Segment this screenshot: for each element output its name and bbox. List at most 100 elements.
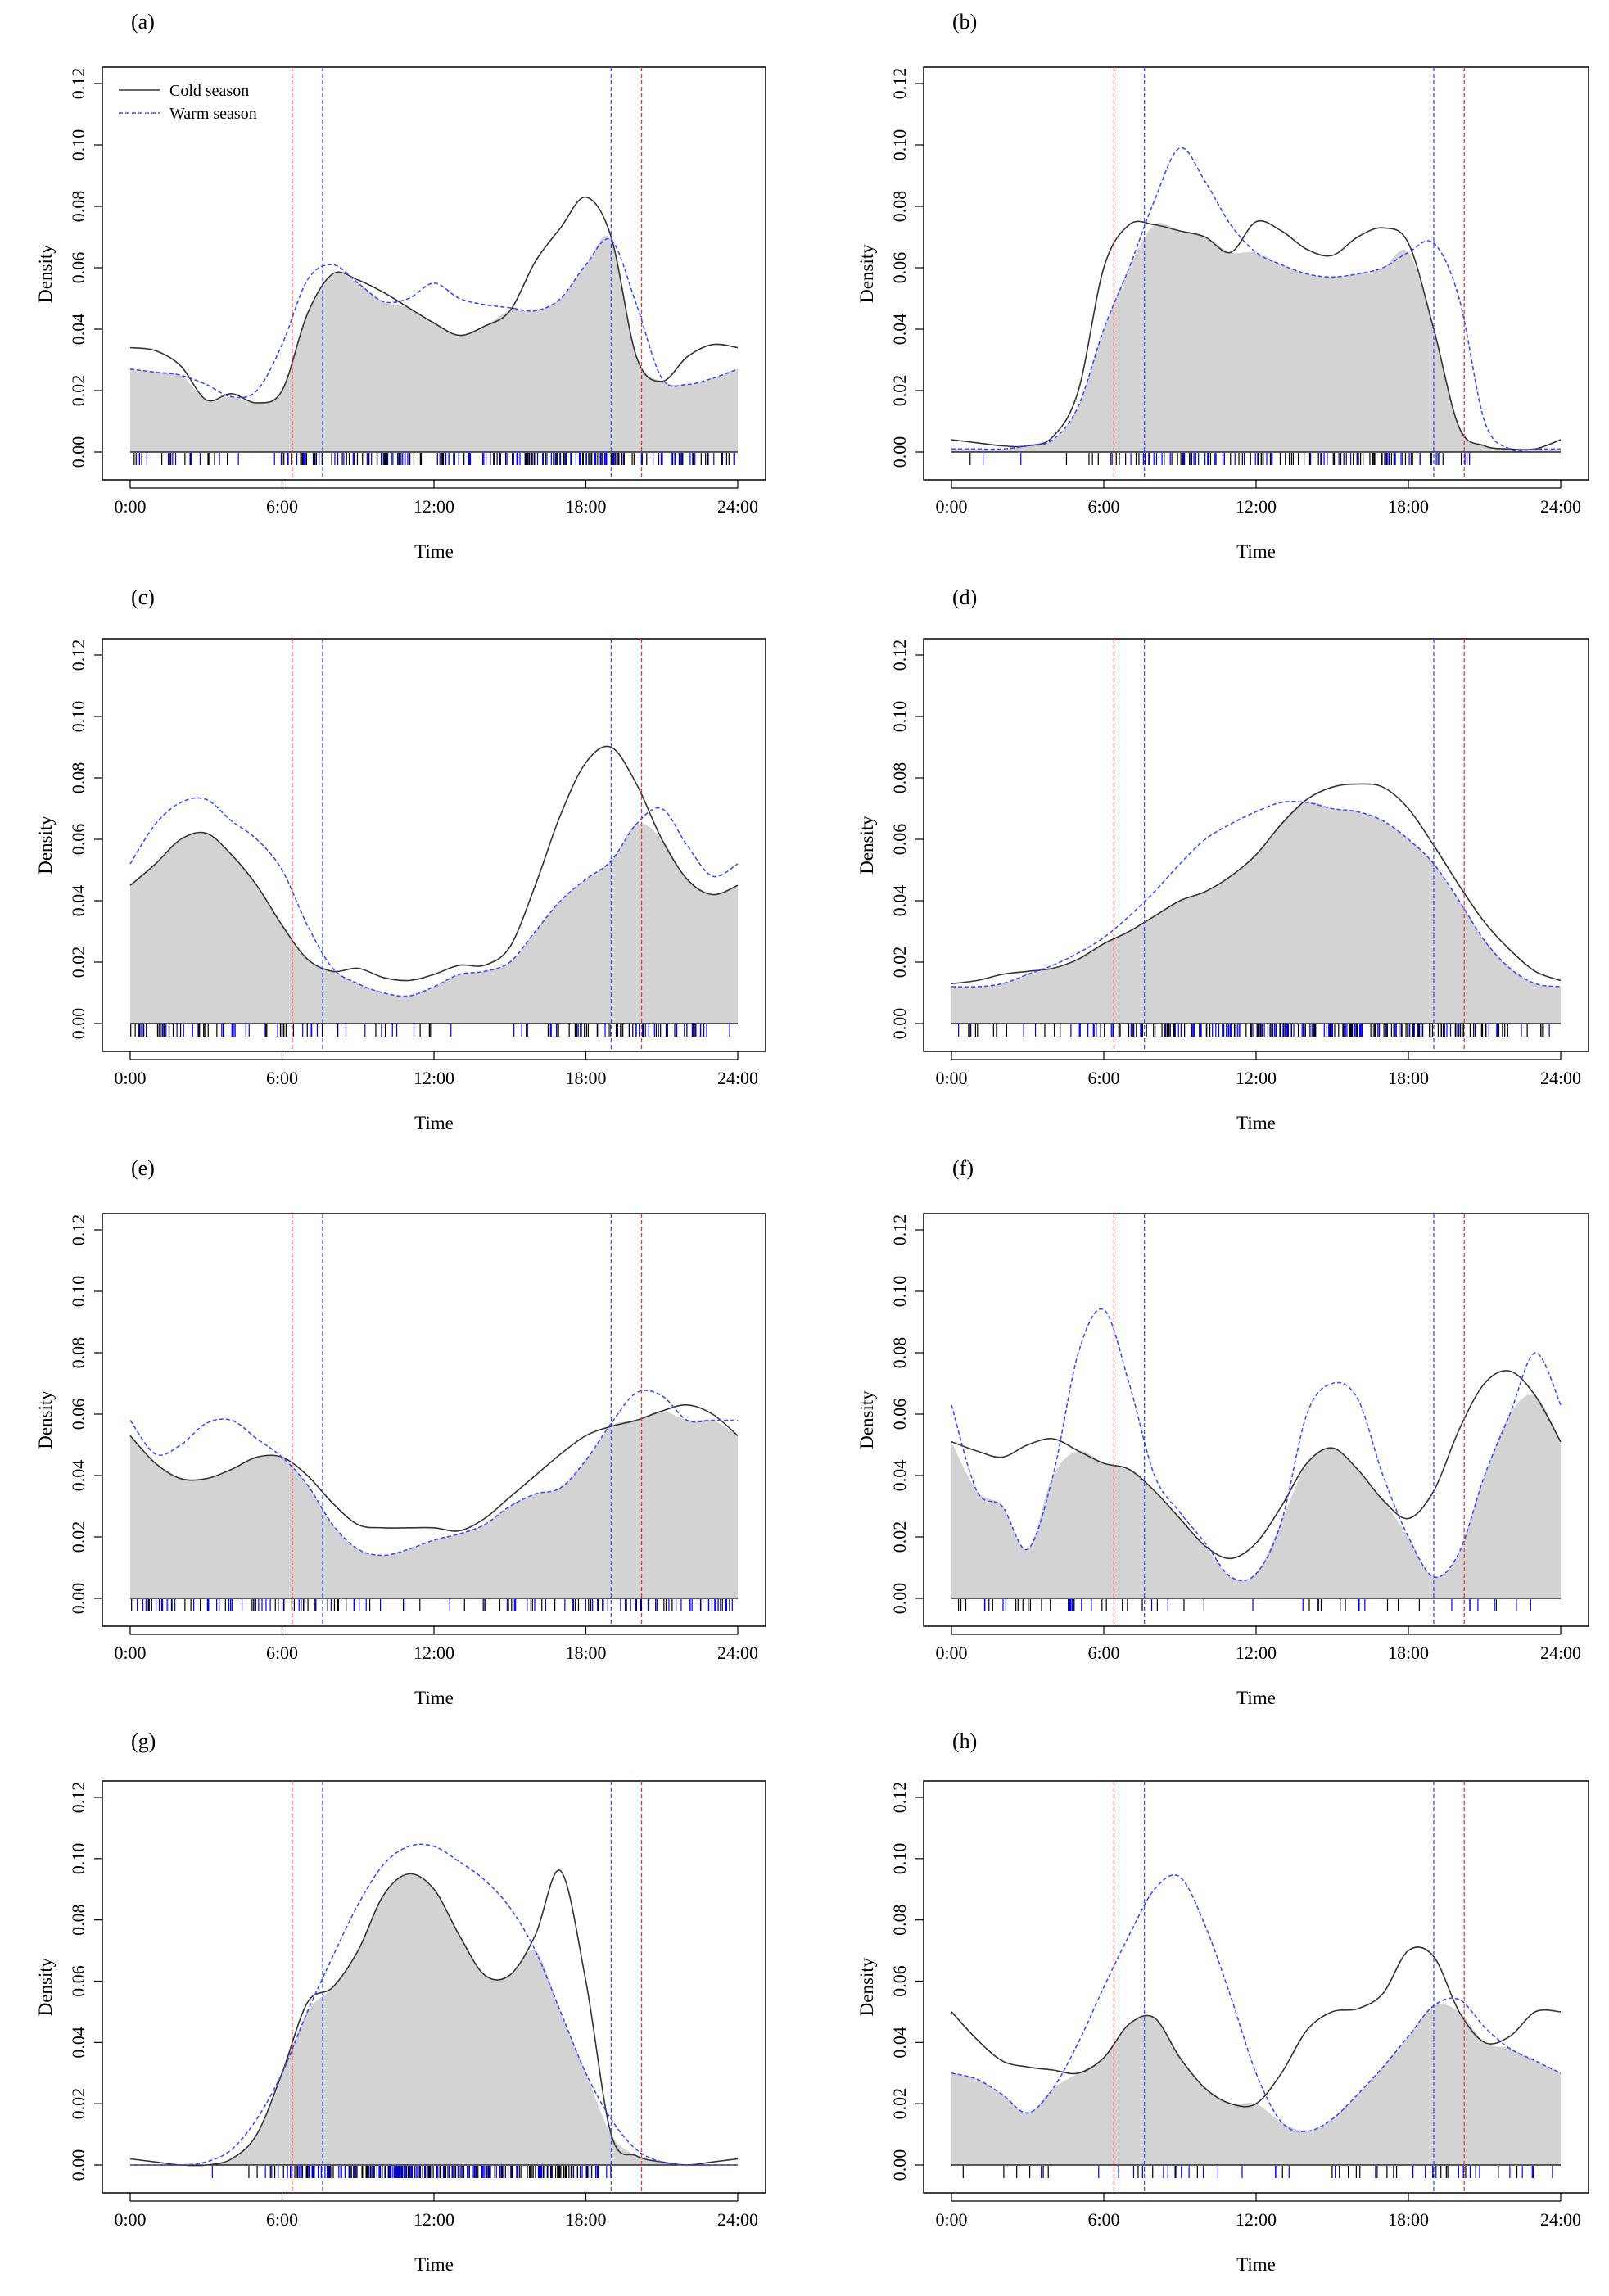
panel-label: (a) — [131, 10, 155, 34]
panel-c: (c) 0.00 0.02 0.04 0.06 0.08 0.10 0.12 0:00 6:00 1… — [35, 585, 766, 1133]
x-tick-label: 12:00 — [1236, 1068, 1277, 1088]
x-tick-label: 24:00 — [717, 1068, 758, 1088]
x-axis-label: Time — [1236, 541, 1276, 562]
y-tick-label: 0.08 — [889, 762, 910, 794]
x-axis-label: Time — [1236, 1113, 1276, 1133]
series-warm-season — [951, 801, 1562, 988]
y-tick-label: 0.06 — [68, 1399, 88, 1430]
panel-label: (h) — [952, 1729, 977, 1753]
series-cold-season — [129, 1403, 739, 1532]
x-tick-label: 18:00 — [1388, 2209, 1429, 2230]
x-tick-label: 24:00 — [717, 2209, 758, 2230]
y-axis-label: Density — [35, 1390, 56, 1449]
overlap-area — [951, 802, 1561, 1024]
y-tick-label: 0.10 — [889, 129, 910, 161]
x-tick-label: 24:00 — [1540, 496, 1581, 517]
panel-label: (d) — [952, 585, 977, 609]
y-tick-label: 0.12 — [68, 68, 88, 100]
y-tick-label: 0.04 — [68, 885, 88, 917]
panel-label: (c) — [131, 585, 155, 609]
x-tick-label: 6:00 — [1087, 1643, 1119, 1663]
y-tick-label: 0.12 — [68, 1214, 88, 1246]
y-axis-label: Density — [856, 1957, 877, 2016]
overlap-area — [130, 236, 738, 452]
y-tick-label: 0.00 — [889, 436, 910, 468]
x-tick-label: 0:00 — [114, 1068, 146, 1088]
y-tick-label: 0.10 — [68, 701, 88, 733]
x-tick-label: 0:00 — [114, 496, 146, 517]
series-warm-season — [951, 1874, 1562, 2132]
y-tick-label: 0.02 — [68, 375, 88, 407]
x-tick-label: 0:00 — [114, 1643, 146, 1663]
panel-label: (e) — [131, 1156, 155, 1180]
panel-b: (b) 0.00 0.02 0.04 0.06 0.08 0.10 0.12 0:00 6:00 1… — [856, 10, 1589, 562]
y-tick-label: 0.04 — [889, 1460, 910, 1492]
x-tick-label: 12:00 — [1236, 496, 1277, 517]
y-tick-label: 0.06 — [68, 824, 88, 856]
x-tick-label: 12:00 — [1236, 1643, 1277, 1663]
x-tick-label: 18:00 — [1388, 496, 1429, 517]
y-tick-label: 0.08 — [889, 191, 910, 223]
x-axis-label: Time — [414, 1113, 454, 1133]
y-tick-label: 0.00 — [68, 1008, 88, 1040]
series-cold-season — [951, 783, 1562, 985]
x-tick-label: 6:00 — [266, 1643, 298, 1663]
legend-cold-label: Cold season — [169, 82, 249, 100]
y-tick-label: 0.02 — [889, 375, 910, 407]
panel-d: (d) 0.00 0.02 0.04 0.06 0.08 0.10 0.12 0:00 6:00 1… — [856, 585, 1589, 1133]
y-tick-label: 0.00 — [889, 1008, 910, 1040]
x-tick-label: 12:00 — [1236, 2209, 1277, 2230]
overlap-area — [951, 223, 1561, 452]
y-tick-label: 0.02 — [68, 2088, 88, 2120]
x-tick-label: 6:00 — [266, 496, 298, 517]
series-cold-season — [951, 1370, 1562, 1560]
panel-f: (f) 0.00 0.02 0.04 0.06 0.08 0.10 0.12 0:00 6:00 1… — [856, 1156, 1589, 1708]
y-tick-label: 0.06 — [889, 1965, 910, 1997]
y-axis-label: Density — [35, 1957, 56, 2016]
y-tick-label: 0.04 — [68, 1460, 88, 1492]
y-tick-label: 0.04 — [889, 2027, 910, 2059]
series-warm-season — [129, 797, 739, 997]
y-tick-label: 0.12 — [889, 68, 910, 100]
y-axis-label: Density — [35, 816, 56, 875]
y-tick-label: 0.08 — [68, 762, 88, 794]
y-tick-label: 0.12 — [889, 640, 910, 671]
panel-label: (g) — [131, 1729, 156, 1753]
y-tick-label: 0.08 — [68, 1904, 88, 1936]
y-tick-label: 0.08 — [68, 191, 88, 223]
series-cold-season — [951, 219, 1562, 451]
x-tick-label: 6:00 — [266, 1068, 298, 1088]
x-tick-label: 6:00 — [266, 2209, 298, 2230]
series-warm-season — [951, 1308, 1562, 1582]
x-tick-label: 24:00 — [1540, 1643, 1581, 1663]
y-tick-label: 0.00 — [68, 436, 88, 468]
y-tick-label: 0.10 — [68, 1843, 88, 1875]
x-tick-label: 18:00 — [1388, 1643, 1429, 1663]
x-tick-label: 24:00 — [717, 1643, 758, 1663]
y-tick-label: 0.08 — [889, 1904, 910, 1936]
series-cold-season — [129, 745, 739, 982]
series-cold-season — [129, 196, 739, 404]
series-warm-season — [130, 1843, 738, 2167]
y-tick-label: 0.06 — [68, 252, 88, 284]
y-tick-label: 0.10 — [889, 701, 910, 733]
x-axis-label: Time — [1236, 2254, 1276, 2275]
y-tick-label: 0.04 — [68, 314, 88, 346]
series-cold-season — [129, 1869, 739, 2167]
y-tick-label: 0.04 — [889, 314, 910, 346]
panel-e: (e) 0.00 0.02 0.04 0.06 0.08 0.10 0.12 0:00 6:00 1… — [35, 1156, 766, 1708]
x-tick-label: 6:00 — [1087, 496, 1119, 517]
x-axis-label: Time — [414, 541, 454, 562]
series-warm-season — [951, 147, 1561, 452]
x-tick-label: 12:00 — [414, 1643, 454, 1663]
y-tick-label: 0.10 — [68, 1276, 88, 1308]
y-tick-label: 0.10 — [889, 1276, 910, 1308]
x-tick-label: 0:00 — [935, 496, 967, 517]
y-tick-label: 0.04 — [68, 2027, 88, 2059]
x-axis-label: Time — [414, 2254, 454, 2275]
y-tick-label: 0.12 — [889, 1782, 910, 1814]
x-tick-label: 12:00 — [414, 1068, 454, 1088]
overlap-area — [951, 1394, 1561, 1598]
y-tick-label: 0.02 — [889, 2088, 910, 2120]
